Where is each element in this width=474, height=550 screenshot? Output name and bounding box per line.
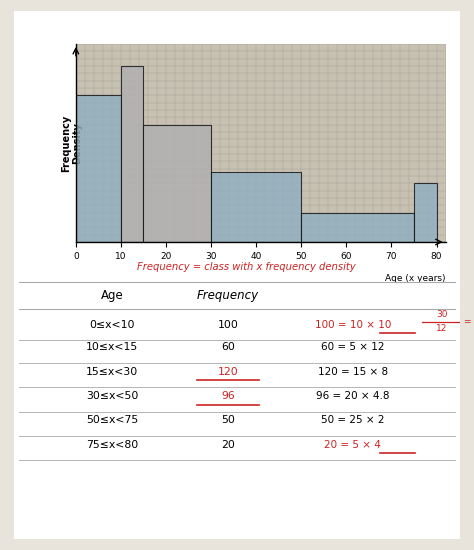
Bar (211, 172, 301, 242)
Text: 60 = 5 × 12: 60 = 5 × 12 (321, 343, 384, 353)
Y-axis label: Frequency
Density: Frequency Density (61, 114, 82, 172)
Text: 50≤x<75: 50≤x<75 (86, 415, 138, 425)
Text: 50 = 25 × 2: 50 = 25 × 2 (321, 415, 384, 425)
Text: 50: 50 (221, 415, 235, 425)
Bar (121, 66, 144, 242)
Text: 75≤x<80: 75≤x<80 (86, 439, 138, 449)
Text: Age (x years): Age (x years) (385, 274, 446, 283)
FancyBboxPatch shape (5, 1, 469, 549)
Text: 0≤x<10: 0≤x<10 (90, 320, 135, 329)
Text: Age: Age (101, 289, 124, 302)
Text: 120 = 15 × 8: 120 = 15 × 8 (318, 367, 388, 377)
Text: 30≤x<50: 30≤x<50 (86, 391, 138, 401)
Text: 96: 96 (221, 391, 235, 401)
Text: Frequency = class with x frequency density: Frequency = class with x frequency densi… (137, 262, 355, 272)
Text: Frequency: Frequency (197, 289, 259, 302)
Bar (301, 213, 414, 242)
Text: 100 = 10 × 10: 100 = 10 × 10 (315, 320, 391, 329)
Text: 96 = 20 × 4.8: 96 = 20 × 4.8 (316, 391, 390, 401)
Text: 100: 100 (218, 320, 238, 329)
Text: 20 = 5 × 4: 20 = 5 × 4 (324, 439, 381, 449)
Text: 60: 60 (221, 343, 235, 353)
Text: 10≤x<15: 10≤x<15 (86, 343, 138, 353)
Bar (76, 95, 121, 242)
Bar (144, 125, 211, 242)
Text: 20: 20 (221, 439, 235, 449)
Text: =: = (463, 317, 470, 326)
Text: 15≤x<30: 15≤x<30 (86, 367, 138, 377)
Bar (414, 183, 437, 242)
Text: 30: 30 (436, 310, 448, 319)
Text: 120: 120 (218, 367, 238, 377)
Text: 12: 12 (436, 324, 447, 333)
